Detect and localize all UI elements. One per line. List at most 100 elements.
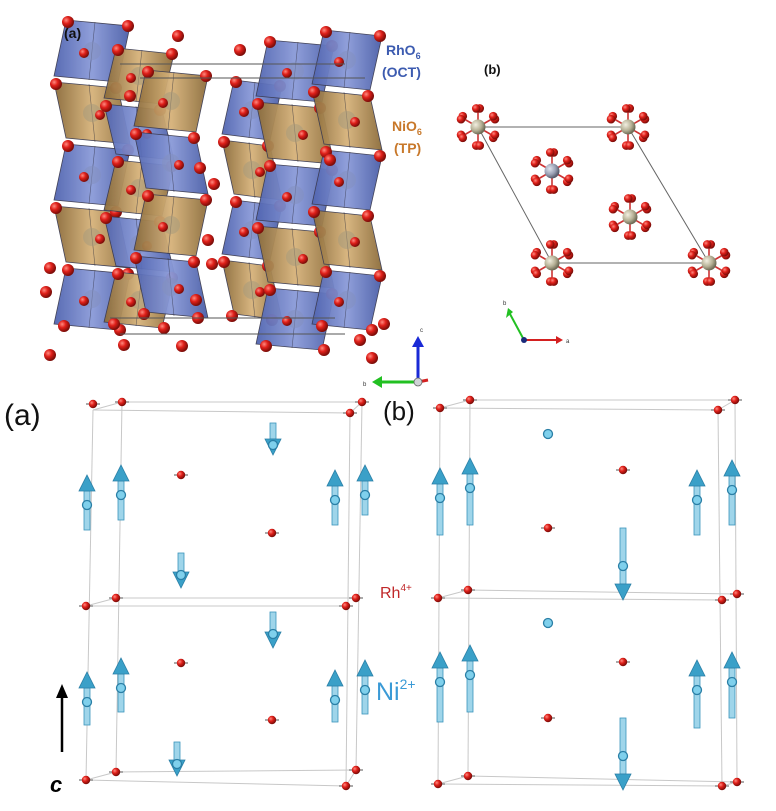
rh-ion (349, 593, 363, 603)
oxygen-atom (366, 352, 378, 364)
oxygen-atom (530, 250, 540, 260)
unit-cell-edge (437, 597, 723, 601)
spin-shaft (728, 667, 736, 719)
rh-atom (88, 399, 98, 409)
oxygen-atom (706, 277, 716, 286)
oxygen-atom (44, 349, 56, 361)
nio6-note: (TP) (394, 140, 421, 156)
spin-shaft (83, 490, 91, 531)
oxygen-atom (112, 156, 124, 168)
ni-sup: 2+ (400, 676, 416, 692)
rh-atom (435, 403, 445, 413)
spin-head (723, 459, 741, 477)
oxygen-atom (318, 344, 330, 356)
projection-clusters (456, 104, 731, 286)
oxygen-atom (206, 258, 218, 270)
oxygen-atom (50, 78, 62, 90)
oxygen-atom (188, 256, 200, 268)
ni-ion (691, 494, 703, 506)
oxygen-atom (188, 132, 200, 144)
rh-atom (618, 465, 628, 475)
unit-cell-edge (345, 412, 351, 787)
oxygen-atom (334, 297, 344, 307)
oxygen-atom (230, 76, 242, 88)
oxygen-atom (623, 194, 633, 203)
nio6-label: NiO6 (392, 118, 422, 137)
oxygen-atom (642, 220, 652, 230)
rh-main: Rh (380, 585, 400, 602)
metal-oxygen-cluster (606, 104, 650, 150)
oxygen-atom (174, 160, 184, 170)
rh-ion (730, 777, 744, 787)
unit-cell-edge (467, 775, 738, 783)
bottom-label-b: (b) (383, 396, 415, 426)
rh-ion (349, 765, 363, 775)
oxygen-atom (230, 196, 242, 208)
oxygen-atom (264, 36, 276, 48)
oxygen-atom (40, 286, 52, 298)
rh-ion (711, 405, 725, 415)
spin-up-arrow (112, 464, 130, 521)
spin-shaft (466, 473, 474, 526)
ni-ion (175, 569, 187, 581)
metal-atom (544, 255, 560, 271)
spin-head (688, 469, 706, 487)
rh-ion (715, 595, 729, 605)
polyhedra-structure-view (40, 16, 390, 364)
ni-ion (267, 628, 279, 640)
spin-up-arrow (688, 469, 706, 536)
ni-ion (115, 489, 127, 501)
oxygen-atom (255, 287, 265, 297)
oxygen-atom (350, 117, 360, 127)
oxygen-atom (530, 158, 540, 168)
oxygen-atom (44, 262, 56, 274)
oxygen-atom (719, 247, 729, 257)
oxygen-atom (621, 104, 631, 113)
oxygen-atom (562, 247, 572, 257)
ni-ion (464, 482, 476, 494)
ni-ion (329, 494, 341, 506)
oxygen-atom (545, 240, 555, 249)
spin-up-arrow (431, 467, 449, 536)
oxygen-atom (62, 16, 74, 28)
rh-ion (431, 593, 445, 603)
oxygen-atom (298, 130, 308, 140)
oxygen-atom (689, 269, 699, 279)
spin-shaft (177, 552, 185, 573)
rh-ion (79, 775, 93, 785)
spin-shaft (173, 741, 181, 761)
top-a-axis-b: b (363, 382, 367, 388)
rh-atom (351, 593, 361, 603)
rh-atom (357, 397, 367, 407)
spin-shaft (619, 717, 627, 775)
unit-cell-edge (437, 783, 723, 787)
oxygen-atom (488, 111, 498, 121)
ni-ion (359, 489, 371, 501)
oxygen-atom (130, 128, 142, 140)
rh-atom (543, 713, 553, 723)
rh-atom (351, 765, 361, 775)
oxygen-atom (126, 185, 136, 195)
ni-ion (617, 750, 629, 762)
oxygen-atom (334, 177, 344, 187)
polyhedra-column (308, 26, 386, 336)
oxygen-atom (218, 256, 230, 268)
spin-head (431, 467, 449, 485)
rh-ion (355, 397, 369, 407)
unit-cell-edge (467, 589, 738, 595)
oxygen-atom (158, 222, 168, 232)
metal-oxygen-cluster (456, 104, 500, 150)
spin-head (614, 773, 632, 791)
unit-cell-edge (92, 409, 351, 414)
rh-ion-label: Rh4+ (380, 583, 412, 602)
rh-ion (616, 465, 630, 475)
rh-ion (174, 658, 188, 668)
oxygen-atom (200, 70, 212, 82)
rh-ion (265, 528, 279, 538)
oxygen-atom (608, 204, 618, 214)
spin-shaft (619, 527, 627, 585)
oxygen-atom (208, 178, 220, 190)
oxygen-atom (324, 154, 336, 166)
oxygen-atom (721, 266, 731, 276)
oxygen-atom (62, 140, 74, 152)
